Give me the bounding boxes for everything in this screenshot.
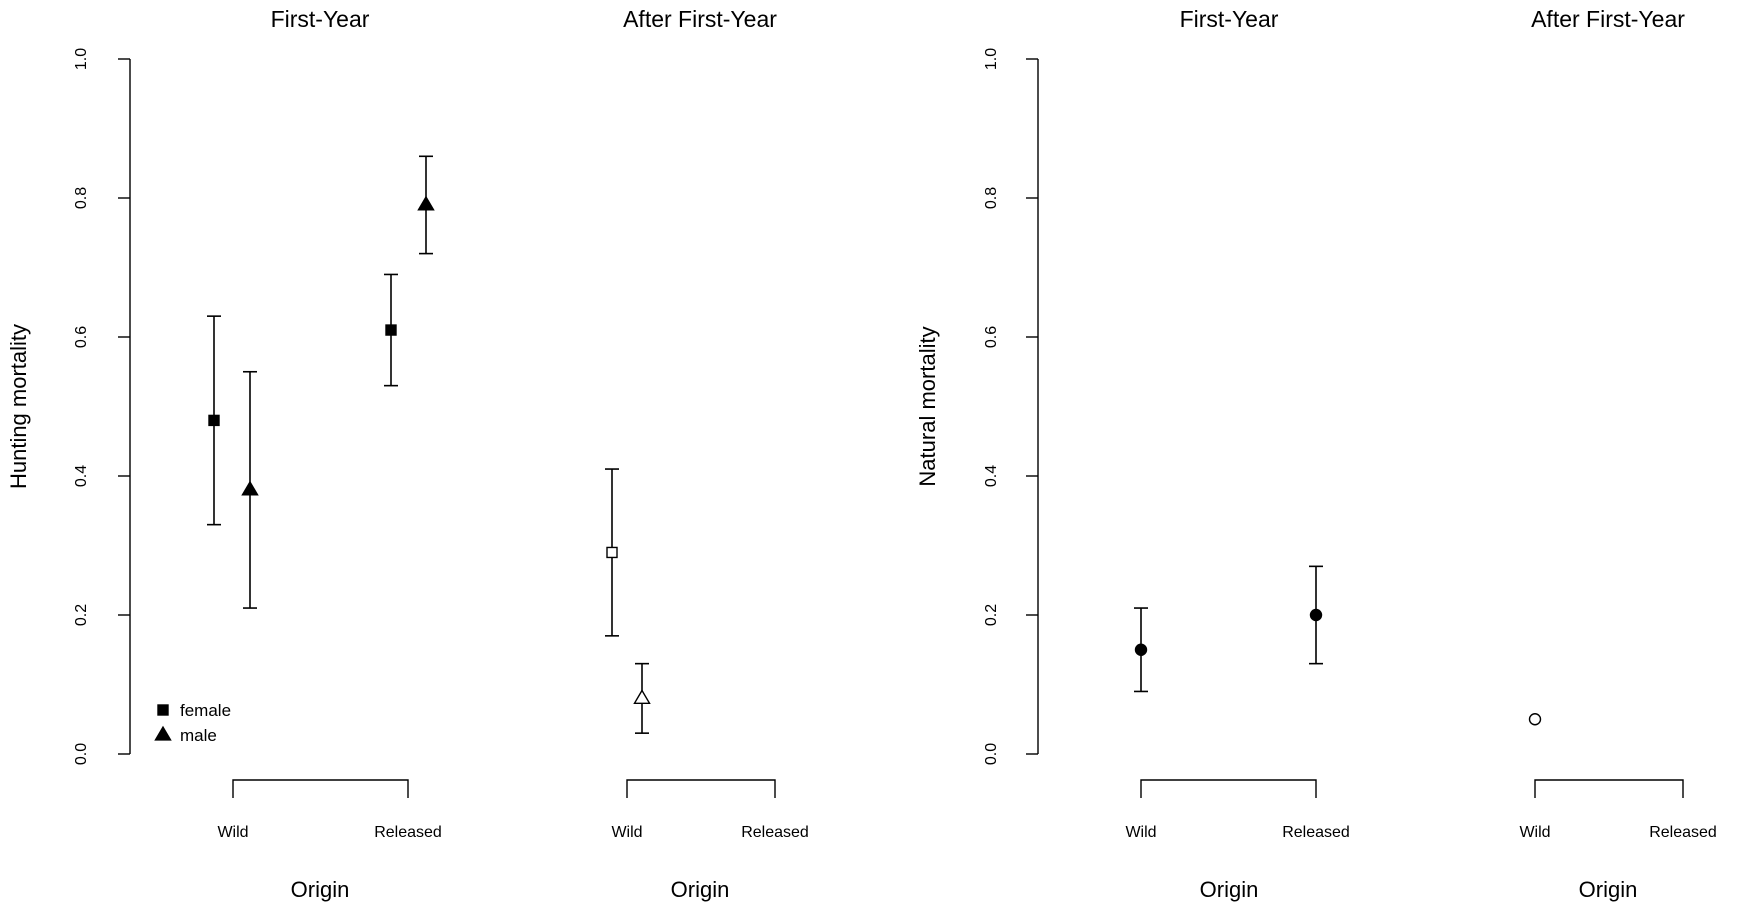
data-point-group xyxy=(633,662,651,734)
y-tick-label: 0.8 xyxy=(983,187,1000,209)
y-tick-label: 1.0 xyxy=(983,48,1000,70)
y-tick-label: 0.6 xyxy=(73,326,90,348)
y-tick-label: 0.4 xyxy=(983,465,1000,487)
y-tick-label: 0.8 xyxy=(73,187,90,209)
data-point xyxy=(417,195,435,211)
data-point-group xyxy=(1134,607,1148,693)
data-point xyxy=(606,546,618,559)
y-tick-label: 0.2 xyxy=(983,604,1000,626)
x-axis-bracket xyxy=(1140,779,1317,798)
panel-title: After First-Year xyxy=(1531,6,1685,32)
x-tick-label: Released xyxy=(374,824,442,841)
panel: First-Year Wild Released Origin xyxy=(207,6,442,902)
panel: After First-Year Wild Released Origin xyxy=(1519,6,1716,902)
panel-title: First-Year xyxy=(1180,6,1279,32)
legend-label: male xyxy=(180,726,217,745)
data-point-group xyxy=(384,273,398,387)
data-point xyxy=(1134,643,1148,656)
y-tick-label: 0.0 xyxy=(983,743,1000,765)
data-point-group xyxy=(241,370,259,609)
data-point xyxy=(241,480,259,496)
x-axis-bracket xyxy=(1534,779,1684,798)
x-tick-label: Released xyxy=(741,824,809,841)
y-axis-label: Hunting mortality xyxy=(6,324,31,489)
y-tick-label: 0.4 xyxy=(73,465,90,487)
legend-marker xyxy=(157,704,169,716)
panel: After First-Year Wild Released Origin xyxy=(605,6,809,902)
y-axis-label: Natural mortality xyxy=(915,326,940,486)
x-axis-label: Origin xyxy=(1579,877,1638,902)
x-tick-label: Wild xyxy=(1519,824,1550,841)
y-tick-label: 1.0 xyxy=(73,48,90,70)
data-point-group xyxy=(605,468,619,637)
data-point xyxy=(385,324,397,336)
panel-title: After First-Year xyxy=(623,6,777,32)
data-point xyxy=(633,689,651,705)
panel: First-Year Wild Released Origin xyxy=(1125,6,1349,902)
x-axis-bracket xyxy=(232,779,409,798)
hunting-mortality-plot: 0.0 0.2 0.4 0.6 0.8 1.0 Hunting mortality First… xyxy=(6,6,809,902)
data-point-group xyxy=(1528,713,1542,726)
data-point-group xyxy=(207,315,221,526)
x-tick-label: Wild xyxy=(1125,824,1156,841)
x-axis-label: Origin xyxy=(1200,877,1259,902)
data-point-group xyxy=(417,155,435,255)
x-axis-bracket xyxy=(626,779,776,798)
x-tick-label: Released xyxy=(1282,824,1350,841)
data-point xyxy=(1309,608,1323,622)
x-axis-label: Origin xyxy=(671,877,730,902)
x-tick-label: Wild xyxy=(611,824,642,841)
x-axis-label: Origin xyxy=(291,877,350,902)
data-point-group xyxy=(1309,565,1323,665)
x-tick-label: Released xyxy=(1649,824,1717,841)
data-point xyxy=(208,414,220,427)
legend-marker xyxy=(154,725,172,741)
legend-label: female xyxy=(180,701,231,720)
x-tick-label: Wild xyxy=(217,824,248,841)
panel-title: First-Year xyxy=(271,6,370,32)
natural-mortality-plot: 0.0 0.2 0.4 0.6 0.8 1.0 Natural mortality First… xyxy=(915,6,1717,902)
y-tick-label: 0.0 xyxy=(73,743,90,765)
legend: female male xyxy=(154,701,231,745)
y-tick-label: 0.2 xyxy=(73,604,90,626)
data-point xyxy=(1528,713,1542,726)
y-tick-label: 0.6 xyxy=(983,326,1000,348)
